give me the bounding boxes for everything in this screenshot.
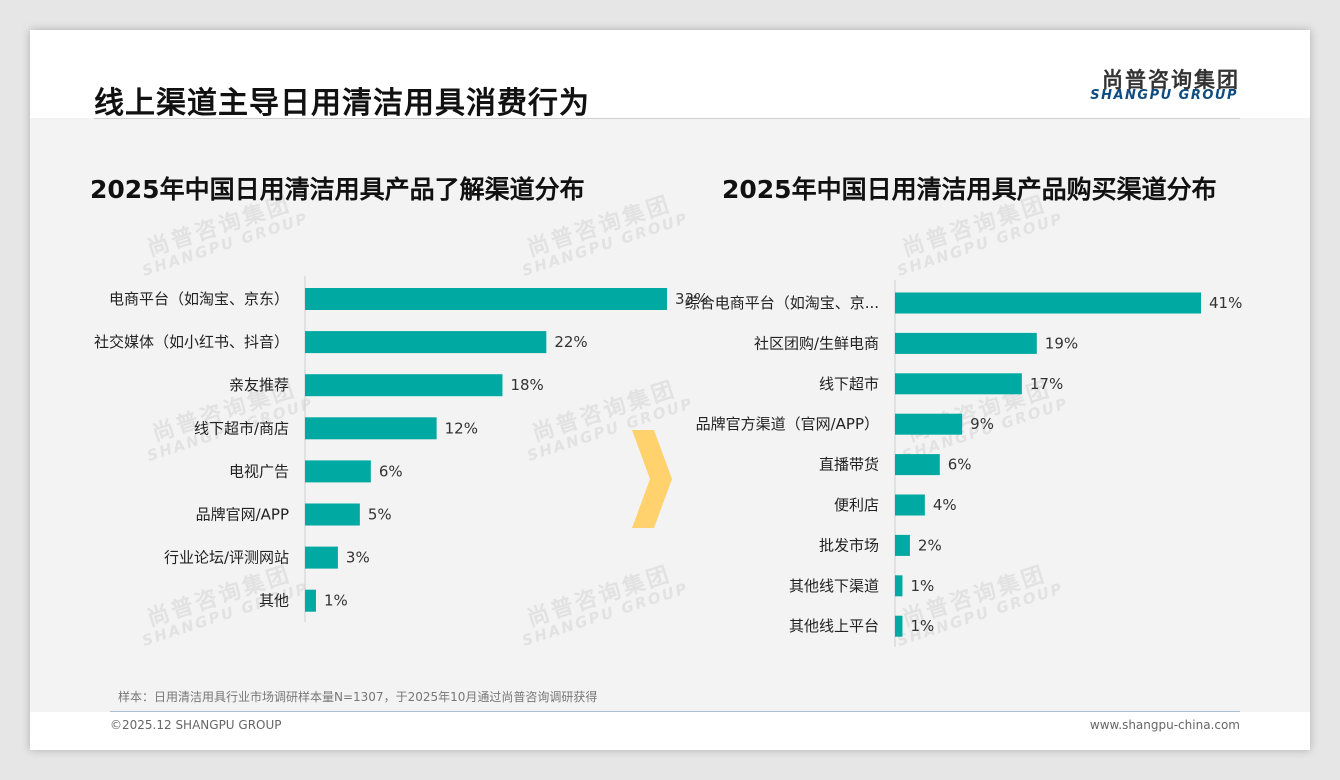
data-label: 19% — [1045, 334, 1078, 352]
category-label: 其他线下渠道 — [789, 577, 879, 595]
page-title: 线上渠道主导日用清洁用具消费行为 — [94, 86, 590, 121]
category-label: 综合电商平台（如淘宝、京... — [685, 294, 879, 312]
bar — [895, 413, 963, 435]
bar — [895, 454, 940, 476]
footer — [30, 712, 1310, 750]
category-label: 线下超市/商店 — [194, 419, 289, 437]
data-label: 17% — [1030, 375, 1063, 393]
data-label: 18% — [510, 376, 543, 394]
bar — [305, 374, 503, 397]
category-label: 便利店 — [834, 496, 879, 514]
category-label: 亲友推荐 — [229, 376, 289, 394]
category-label: 电视广告 — [229, 462, 289, 480]
bar — [895, 373, 1022, 395]
category-label: 品牌官方渠道（官网/APP） — [696, 415, 879, 433]
slide: 线上渠道主导日用清洁用具消费行为 尚普咨询集团 SHANGPU GROUP 尚普… — [30, 30, 1310, 750]
data-label: 22% — [554, 333, 587, 351]
category-label: 直播带货 — [819, 456, 879, 474]
data-label: 12% — [445, 419, 478, 437]
copyright: ©2025.12 SHANGPU GROUP — [110, 718, 282, 732]
charts-canvas: 电商平台（如淘宝、京东） 33% 社交媒体（如小红书、抖音） 22% 亲友推荐 18% 线下… — [94, 276, 1242, 647]
bar — [895, 292, 1201, 314]
arrow-right-icon — [632, 430, 672, 528]
sample-footnote: 样本：日用清洁用具行业市场调研样本量N=1307，于2025年10月通过尚普咨询… — [118, 690, 598, 704]
data-label: 1% — [324, 592, 348, 610]
bar — [305, 503, 360, 526]
category-label: 线下超市 — [819, 375, 879, 393]
bar — [305, 288, 667, 310]
header — [30, 30, 1310, 118]
bar — [305, 589, 316, 612]
category-label: 行业论坛/评测网站 — [164, 549, 289, 567]
header-divider — [94, 118, 1240, 119]
category-label: 其他 — [259, 592, 289, 610]
bar — [305, 331, 547, 354]
data-label: 41% — [1209, 294, 1242, 312]
bar — [895, 494, 925, 516]
footer-divider — [110, 711, 1240, 712]
bar — [305, 417, 437, 440]
data-label: 3% — [346, 549, 370, 567]
data-label: 9% — [970, 415, 994, 433]
category-label: 电商平台（如淘宝、京东） — [109, 290, 289, 308]
category-label: 品牌官网/APP — [196, 506, 289, 524]
data-label: 2% — [918, 536, 942, 554]
bar — [895, 615, 903, 637]
bar — [305, 460, 371, 483]
chart-title-awareness: 2025年中国日用清洁用具产品了解渠道分布 — [90, 175, 585, 204]
data-label: 33% — [675, 290, 708, 308]
category-label: 批发市场 — [819, 536, 879, 554]
bar — [895, 534, 910, 556]
category-label: 社区团购/生鲜电商 — [754, 334, 879, 352]
data-label: 1% — [910, 577, 934, 595]
logo-text-en: SHANGPU GROUP — [1090, 88, 1238, 103]
bar — [305, 546, 338, 569]
category-label: 其他线上平台 — [789, 617, 879, 635]
data-label: 6% — [948, 456, 972, 474]
logo-text-cn: 尚普咨询集团 — [1102, 68, 1240, 92]
category-label: 社交媒体（如小红书、抖音） — [94, 333, 289, 351]
data-label: 6% — [379, 462, 403, 480]
data-label: 1% — [910, 617, 934, 635]
data-label: 4% — [933, 496, 957, 514]
bar — [895, 332, 1037, 354]
website-url: www.shangpu-china.com — [1089, 718, 1240, 732]
bar — [895, 575, 903, 597]
data-label: 5% — [368, 506, 392, 524]
chart-title-purchase: 2025年中国日用清洁用具产品购买渠道分布 — [722, 175, 1217, 204]
